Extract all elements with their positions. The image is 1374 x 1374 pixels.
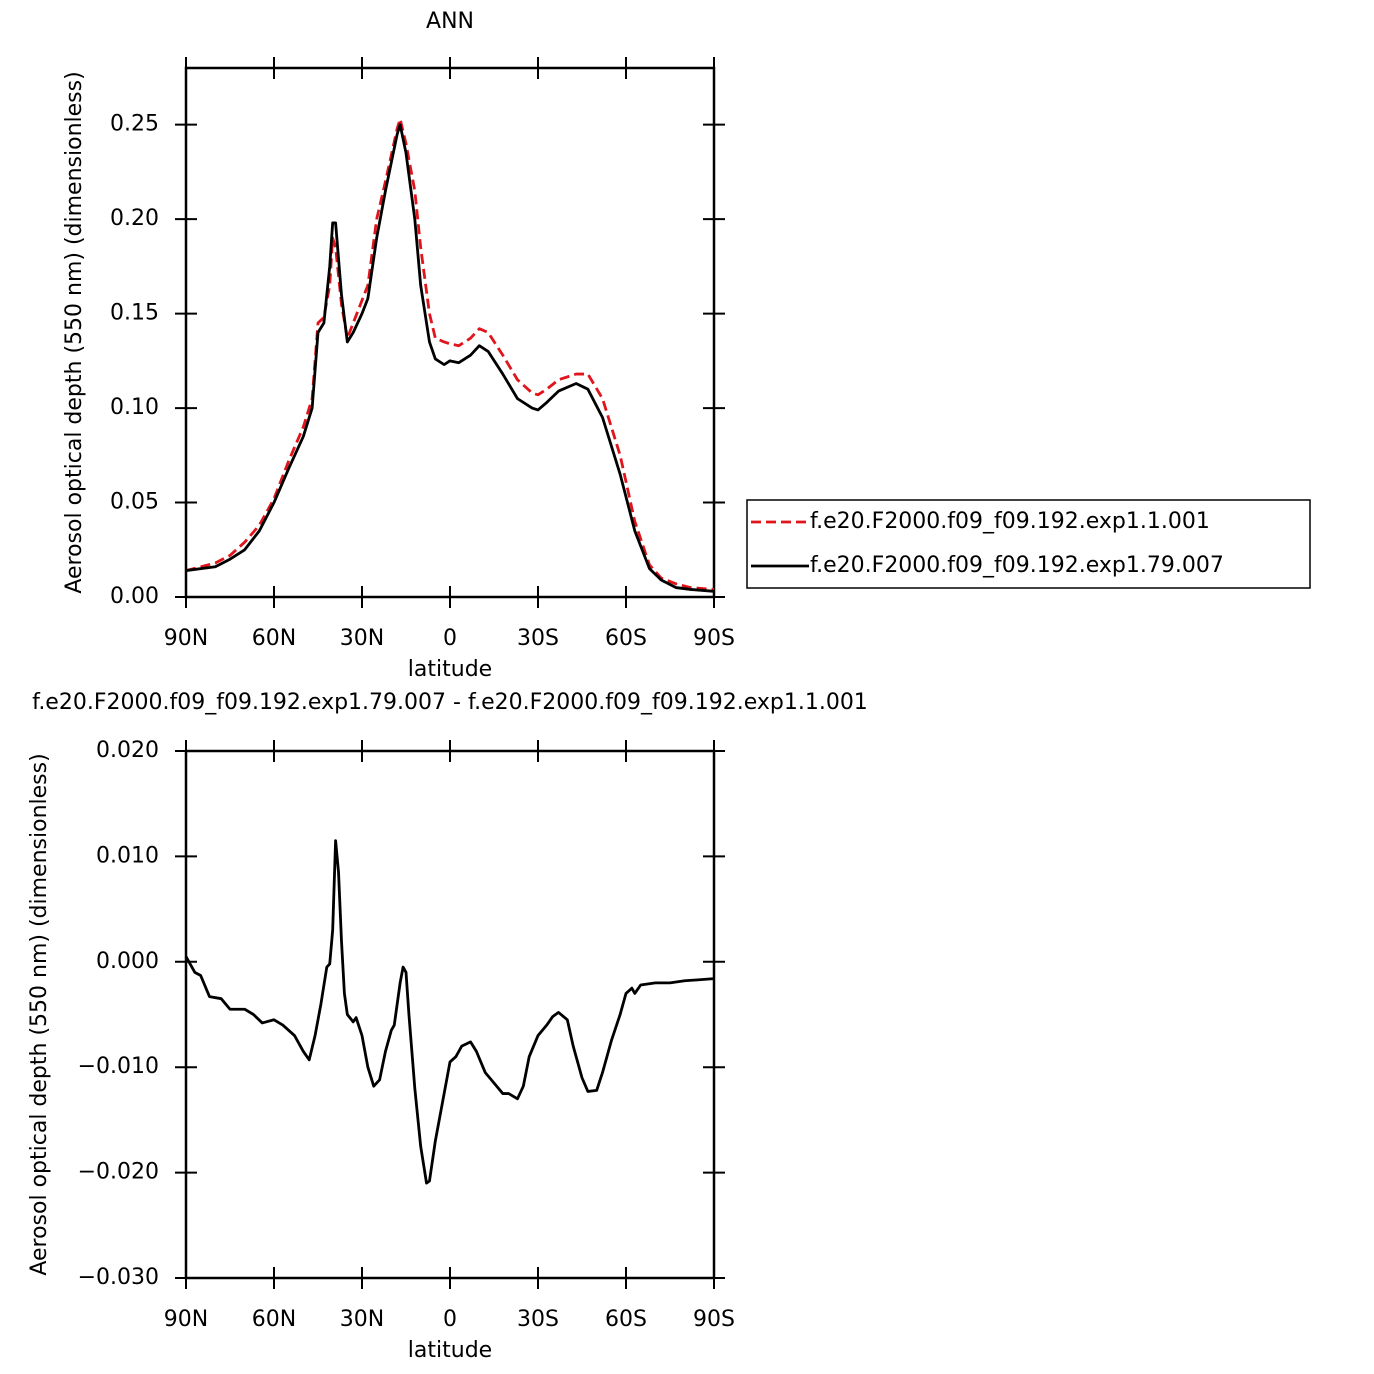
x-tick-label: 60N (252, 1307, 296, 1332)
plot-frame (184, 749, 716, 1280)
y-tick-label: 0.05 (110, 490, 159, 515)
x-axis-label: latitude (408, 657, 492, 682)
y-tick-label: 0.010 (96, 843, 159, 868)
chart-title: f.e20.F2000.f09_f09.192.exp1.79.007 - f.… (32, 690, 868, 715)
y-tick-label: −0.020 (78, 1160, 159, 1185)
y-axis-label: Aerosol optical depth (550 nm) (dimensio… (27, 753, 52, 1275)
x-tick-label: 30S (517, 1307, 559, 1332)
y-tick-label: 0.020 (96, 738, 159, 763)
x-tick-label: 90S (693, 626, 735, 651)
x-tick-label: 90N (164, 1307, 208, 1332)
x-tick-label: 90N (164, 626, 208, 651)
y-tick-label: −0.030 (78, 1265, 159, 1290)
y-tick-label: 0.15 (110, 301, 159, 326)
x-tick-label: 60N (252, 626, 296, 651)
x-tick-label: 0 (443, 1307, 457, 1332)
x-tick-label: 30S (517, 626, 559, 651)
x-tick-label: 60S (605, 1307, 647, 1332)
plot-frame (184, 66, 716, 599)
x-tick-label: 90S (693, 1307, 735, 1332)
chart-title: ANN (426, 9, 474, 34)
data-line (185, 123, 715, 593)
x-tick-label: 30N (340, 626, 384, 651)
legend-label: f.e20.F2000.f09_f09.192.exp1.1.001 (810, 509, 1210, 534)
x-tick-label: 0 (443, 626, 457, 651)
data-line (185, 117, 715, 591)
y-axis-label: Aerosol optical depth (550 nm) (dimensio… (62, 71, 87, 593)
x-tick-label: 30N (340, 1307, 384, 1332)
y-tick-label: 0.25 (110, 112, 159, 137)
legend-box (746, 499, 1311, 589)
x-tick-label: 60S (605, 626, 647, 651)
y-tick-label: 0.20 (110, 206, 159, 231)
y-tick-label: 0.00 (110, 584, 159, 609)
x-axis-label: latitude (408, 1338, 492, 1363)
y-tick-label: 0.10 (110, 395, 159, 420)
y-tick-label: −0.010 (78, 1054, 159, 1079)
data-line (184, 839, 715, 1185)
y-tick-label: 0.000 (96, 949, 159, 974)
legend-label: f.e20.F2000.f09_f09.192.exp1.79.007 (810, 553, 1224, 578)
